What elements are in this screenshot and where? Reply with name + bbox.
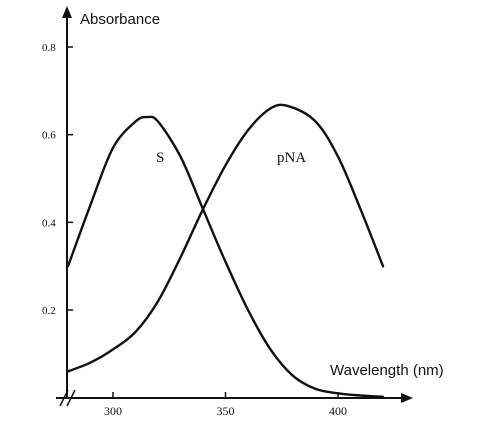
y-tick-label: 0.4 [42,217,56,229]
y-axis-arrow-icon [62,6,72,18]
axis-break-marks [59,389,76,407]
x-ticks: 300 350 400 [104,392,347,418]
x-tick-label: 400 [329,404,347,418]
x-axis-label: Wavelength (nm) [330,362,444,379]
curves [66,103,385,398]
series-s-line [66,115,385,398]
y-axis-label: Absorbance [80,11,160,28]
y-tick-label: 0.8 [42,42,56,54]
y-tick-label: 0.6 [42,130,56,142]
series-label-pna: pNA [277,150,306,166]
series-pna-line [66,103,385,373]
x-tick-label: 300 [104,404,122,418]
x-tick-label: 350 [217,404,235,418]
y-tick-label: 0.2 [42,305,56,317]
series-label-s: S [156,150,164,166]
y-ticks: 0.2 0.4 0.6 0.8 [42,42,73,317]
x-axis-arrow-icon [401,393,413,403]
